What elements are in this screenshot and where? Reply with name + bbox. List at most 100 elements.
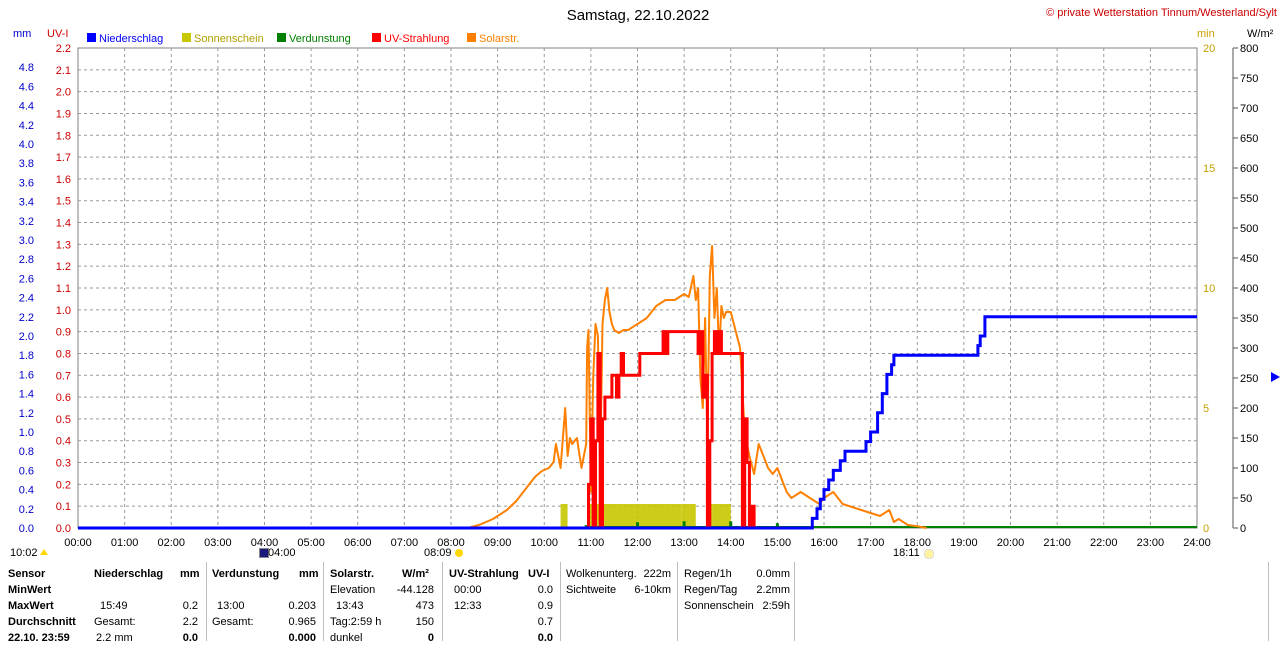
stats-value: 0.2 [182,600,198,612]
x-tick-label: 09:00 [484,537,512,549]
statistics-panel: Sensor MinWert MaxWert Durchschnitt 22.1… [0,562,1269,644]
stats-cell: dunkel [330,632,363,644]
mm-tick-label: 3.6 [19,177,34,189]
evaporation-bar [729,521,733,528]
x-tick-label: 07:00 [391,537,419,549]
stats-value: 2:59h [762,600,790,612]
wm2-tick-label: 150 [1240,433,1258,445]
wm2-tick-label: 500 [1240,223,1258,235]
uv-tick-label: 1.3 [56,239,71,251]
stats-regen-col: Regen/1h 0.0mm Regen/Tag 2.2mm Sonnensch… [678,562,794,641]
min-tick-label: 15 [1203,163,1215,175]
stats-value: 0.9 [537,600,553,612]
uv-tick-label: 1.7 [56,152,71,164]
wm2-tick-label: 750 [1240,73,1258,85]
stats-solar-col: Solarstr. W/m² Elevation -44.128 13:43 4… [324,562,442,644]
legend-label: Sonnenschein [194,33,264,45]
uv-radiation-line [586,330,756,530]
stats-niederschlag-col: Niederschlag mm 15:49 0.2 Gesamt: 2.2 2.… [88,562,206,644]
wm2-tick-label: 800 [1240,43,1258,55]
x-tick-label: 11:00 [578,537,605,549]
sunshine-bar [588,504,682,528]
stats-cell: Wolkenunterg. [566,568,637,580]
stats-value: 0.0 [537,584,553,596]
wm2-tick-label: 250 [1240,373,1258,385]
wm2-tick-label: 700 [1240,103,1258,115]
stats-value: 0 [427,632,434,644]
wm2-tick-label: 50 [1240,493,1252,505]
x-tick-label: 22:00 [1090,537,1118,549]
x-tick-label: 08:00 [437,537,465,549]
x-tick-label: 18:00 [903,537,931,549]
mm-tick-label: 2.4 [19,293,34,305]
uv-tick-label: 1.0 [56,305,71,317]
legend-swatch [182,33,191,42]
wm2-tick-label: 300 [1240,343,1258,355]
mm-tick-label: 4.2 [19,120,34,132]
stats-cell: Elevation [330,584,376,596]
mm-tick-label: 4.4 [19,101,34,113]
solar-radiation-line [467,245,927,529]
mm-tick-label: 1.0 [19,427,34,439]
mm-tick-label: 0.2 [19,504,34,516]
evaporation-bar [915,527,919,529]
min-tick-label: 20 [1203,43,1215,55]
precip-marker-arrow [1271,372,1280,382]
mm-tick-label: 1.4 [19,389,34,401]
chart-legend: Niederschlag Sonnenschein Verdunstung UV-St… [87,33,519,45]
mm-tick-label: 0.6 [19,465,34,477]
uv-tick-label: 1.2 [56,261,71,273]
min-tick-label: 0 [1203,523,1209,535]
sun-marker-icon [40,549,48,555]
x-tick-label: 10:00 [530,537,558,549]
legend-label: Verdunstung [289,33,351,45]
stats-header: Solarstr. [330,568,375,580]
stats-divider [442,562,443,641]
precipitation-line [78,315,1197,530]
wm2-tick-label: 350 [1240,313,1258,325]
x-tick-label: 00:00 [64,537,92,549]
chart-grid [77,47,1198,529]
stats-cell: Tag:2:59 h [330,616,382,628]
uv-tick-label: 0.0 [56,523,71,535]
x-tick-label: 03:00 [204,537,232,549]
mm-tick-label: 2.8 [19,254,34,266]
stats-wolken-col: Wolkenunterg. 222m Sichtweite 6-10km [561,562,677,641]
x-tick-label: 05:00 [297,537,325,549]
uv-tick-label: 1.8 [56,130,71,142]
stats-header: UV-Strahlung [449,568,519,580]
stats-divider [323,562,324,641]
legend-swatch [467,33,476,42]
mm-tick-label: 3.0 [19,235,34,247]
sunshine-bar [712,504,731,528]
stats-header: Verdunstung [212,568,280,580]
x-tick-label: 15:00 [764,537,792,549]
stats-uv-col: UV-Strahlung UV-I 00:00 0.0 12:33 0.9 0.… [443,562,560,644]
stats-unit: UV-I [528,568,550,580]
uv-tick-label: 0.6 [56,392,71,404]
stats-cell: Regen/1h [684,568,732,580]
mm-tick-label: 2.6 [19,273,34,285]
min-axis-label: min [1197,28,1215,40]
mm-tick-label: 0.8 [19,446,34,458]
stats-divider [206,562,207,641]
wm2-tick-label: 650 [1240,133,1258,145]
stats-value: 0.0 [537,632,553,644]
mm-tick-label: 2.2 [19,312,34,324]
stats-unit: W/m² [402,568,429,580]
stats-unit: mm [299,568,319,580]
evaporation-bar [775,523,779,528]
mm-tick-label: 0.4 [19,485,34,497]
mm-tick-label: 3.8 [19,158,34,170]
mm-axis-label: mm [13,28,31,40]
chart-series [78,245,1197,530]
stats-unit: mm [180,568,200,580]
evaporation-bar [1055,527,1059,529]
mm-tick-label: 4.8 [19,62,34,74]
legend-label: UV-Strahlung [384,33,449,45]
wm2-tick-label: 450 [1240,253,1258,265]
stats-value: 473 [415,600,434,612]
sunset-time: 18:11 [893,547,920,559]
uv-tick-label: 0.2 [56,479,71,491]
x-tick-label: 21:00 [1043,537,1071,549]
